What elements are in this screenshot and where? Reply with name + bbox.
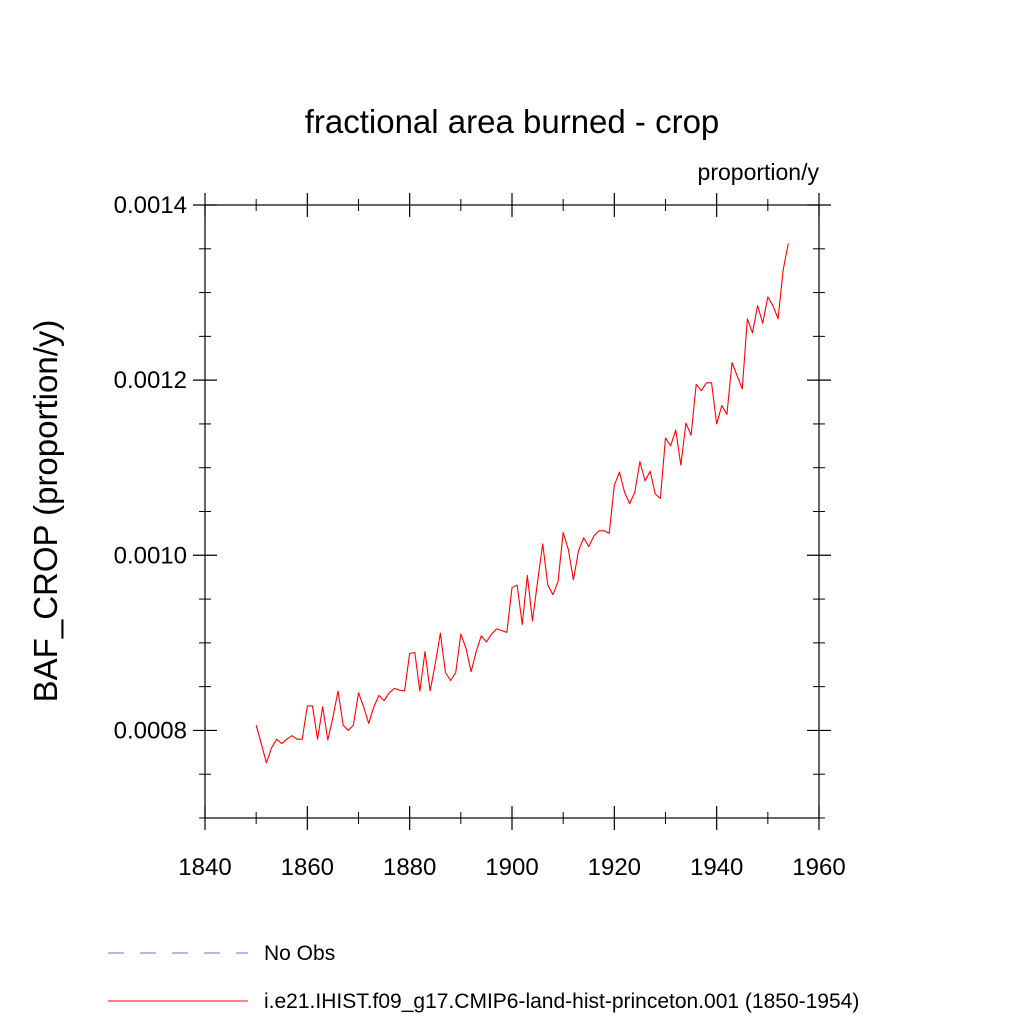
x-tick-label: 1860 bbox=[281, 854, 334, 881]
y-tick-label: 0.0014 bbox=[114, 192, 187, 219]
x-tick-label: 1880 bbox=[383, 854, 436, 881]
axis-ticks: 0.0008 0.0010 0.0012 0.0014 1840 1860 1880 1900… bbox=[114, 192, 846, 881]
series-line bbox=[255, 243, 789, 764]
y-tick-label: 0.0012 bbox=[114, 367, 187, 394]
chart-title: fractional area burned - crop bbox=[305, 103, 720, 140]
y-axis-label: BAF_CROP (proportion/y) bbox=[27, 320, 64, 703]
y-tick-label: 0.0008 bbox=[114, 717, 187, 744]
y-tick-label: 0.0010 bbox=[114, 542, 187, 569]
x-tick-label: 1840 bbox=[178, 854, 231, 881]
x-tick-label: 1900 bbox=[485, 854, 538, 881]
legend-label-model-run: i.e21.IHIST.f09_g17.CMIP6-land-hist-prin… bbox=[264, 990, 859, 1013]
plot-frame bbox=[204, 204, 820, 819]
series-layer bbox=[255, 243, 789, 764]
units-label: proportion/y bbox=[698, 159, 820, 185]
x-tick-label: 1940 bbox=[690, 854, 743, 881]
legend-label-no-obs: No Obs bbox=[264, 942, 335, 965]
legend: No Obs i.e21.IHIST.f09_g17.CMIP6-land-hi… bbox=[108, 942, 859, 1013]
x-tick-label: 1920 bbox=[588, 854, 641, 881]
x-tick-label: 1960 bbox=[792, 854, 845, 881]
